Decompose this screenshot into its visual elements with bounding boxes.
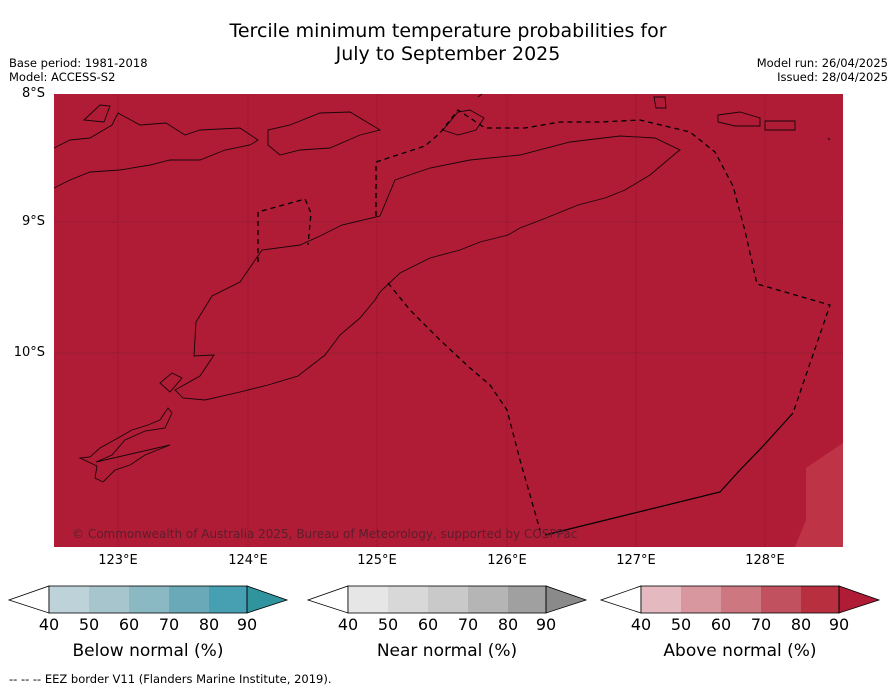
below-normal-bin-4 (169, 586, 209, 613)
model-run: Model run: 26/04/2025 (756, 56, 888, 70)
above-tick: 40 (630, 615, 652, 634)
above-normal-bin-5 (801, 586, 839, 613)
base-period: Base period: 1981-2018 (9, 56, 148, 70)
near-normal-bin-3 (428, 586, 468, 613)
colorbar-near-normal (306, 585, 588, 614)
below-tick: 90 (236, 615, 258, 634)
above-tick: 90 (828, 615, 850, 634)
below-normal-bin-2 (89, 586, 129, 613)
near-normal-bin-5 (508, 586, 546, 613)
near-tick: 40 (337, 615, 359, 634)
lower-probability-patch (795, 443, 843, 547)
copyright-notice: © Commonwealth of Australia 2025, Bureau… (72, 527, 578, 541)
above-tick: 70 (750, 615, 772, 634)
below-normal-label: Below normal (%) (72, 641, 224, 661)
below-tick: 40 (38, 615, 60, 634)
above-tick: 50 (670, 615, 692, 634)
wetar-coastline (442, 109, 485, 136)
above-normal-upper-arrow (838, 585, 881, 614)
below-normal-bin-1 (49, 586, 89, 613)
below-normal-lower-arrow (7, 585, 50, 614)
above-normal-label: Above normal (%) (663, 641, 817, 661)
near-tick: 80 (497, 615, 519, 634)
northern-islands-coastline-2 (82, 104, 382, 156)
graticule (54, 94, 843, 547)
issued-date: Issued: 28/04/2025 (777, 70, 888, 84)
colorbar-below-normal (7, 585, 289, 614)
lon-label-123e: 123°E (98, 553, 138, 568)
lon-label-127e: 127°E (616, 553, 656, 568)
near-tick: 50 (377, 615, 399, 634)
lat-label-10s: 10°S (13, 345, 45, 360)
run-info: Model run: 26/04/2025 Issued: 28/04/2025 (757, 56, 888, 84)
above-normal-frame (640, 585, 840, 614)
near-normal-label: Near normal (%) (376, 641, 518, 661)
below-normal-bin-5 (209, 586, 247, 613)
lon-label-128e: 128°E (745, 553, 785, 568)
above-normal-bin-1 (641, 586, 681, 613)
map-title: Tercile minimum temperature probabilitie… (0, 20, 896, 66)
below-tick: 60 (118, 615, 140, 634)
title-line-1: Tercile minimum temperature probabilitie… (229, 20, 667, 42)
eez-border (257, 109, 831, 531)
below-tick: 80 (198, 615, 220, 634)
map-background (54, 94, 843, 547)
below-tick: 50 (78, 615, 100, 634)
eez-solid-boundary (544, 412, 794, 536)
lat-label-9s: 9°S (21, 214, 45, 229)
above-tick: 60 (710, 615, 732, 634)
eez-legend-note: -- -- -- EEZ border V11 (Flanders Marine… (9, 672, 332, 686)
near-tick: 70 (457, 615, 479, 634)
near-normal-upper-arrow (545, 585, 588, 614)
above-normal-bin-3 (721, 586, 761, 613)
model-name: Model: ACCESS-S2 (9, 70, 116, 84)
small-islands (477, 93, 831, 141)
lon-label-125e: 125°E (357, 553, 397, 568)
below-normal-frame (48, 585, 248, 614)
near-normal-bin-2 (388, 586, 428, 613)
near-normal-lower-arrow (306, 585, 349, 614)
island-fragment-1 (159, 372, 183, 393)
near-normal-frame (347, 585, 547, 614)
coastlines (53, 93, 831, 483)
above-normal-lower-arrow (599, 585, 642, 614)
below-tick: 70 (158, 615, 180, 634)
above-tick: 80 (790, 615, 812, 634)
southwest-island-coastline (78, 407, 173, 483)
near-tick: 60 (417, 615, 439, 634)
lat-label-8s: 8°S (21, 86, 45, 101)
northern-islands-coastline (53, 112, 259, 189)
title-line-2: July to September 2025 (335, 43, 561, 65)
model-info: Base period: 1981-2018 Model: ACCESS-S2 (9, 56, 148, 84)
near-tick: 90 (535, 615, 557, 634)
above-normal-bin-4 (761, 586, 801, 613)
lon-label-126e: 126°E (487, 553, 527, 568)
above-normal-bin-2 (681, 586, 721, 613)
timor-coastline (174, 135, 681, 401)
below-normal-bin-3 (129, 586, 169, 613)
near-normal-bin-1 (348, 586, 388, 613)
near-normal-bin-4 (468, 586, 508, 613)
lon-label-124e: 124°E (228, 553, 268, 568)
colorbar-above-normal (599, 585, 881, 614)
below-normal-upper-arrow (246, 585, 289, 614)
